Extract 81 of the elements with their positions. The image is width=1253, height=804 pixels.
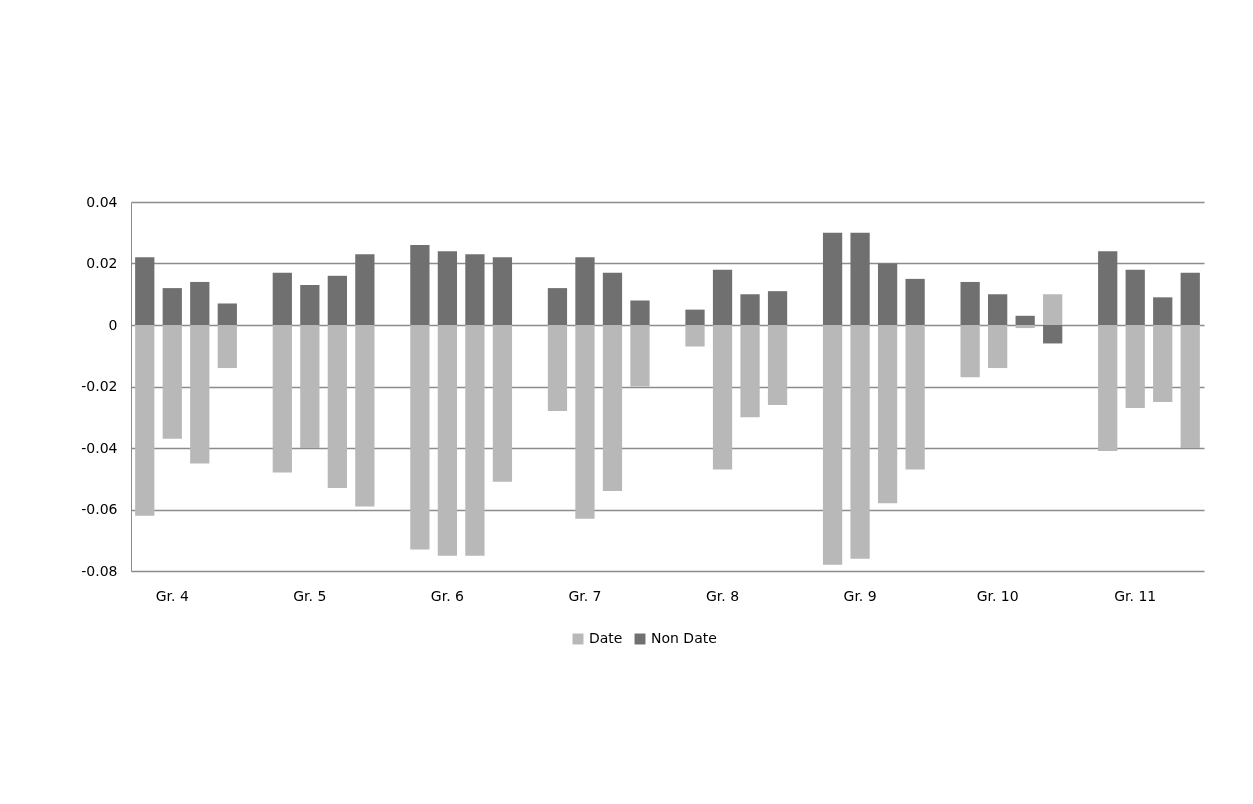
bar: [988, 325, 1008, 369]
bar: [630, 300, 650, 325]
y-tick-label: -0.08: [81, 562, 118, 579]
bar: [1153, 325, 1173, 402]
bar: [877, 263, 898, 325]
bar: [217, 303, 237, 325]
bar: [190, 325, 210, 464]
bar: [465, 325, 485, 556]
bar: [272, 325, 292, 473]
bar: [905, 325, 925, 470]
x-tick-label: Gr. 8: [705, 587, 740, 604]
bar: [1180, 272, 1200, 325]
bar: [905, 278, 925, 325]
legend-label: Date: [589, 630, 623, 646]
bar: [135, 325, 155, 516]
x-tick-label: Gr. 10: [976, 587, 1019, 604]
legend-label: Non Date: [651, 630, 717, 646]
bar: [712, 269, 733, 325]
bar: [1180, 325, 1200, 448]
bar: [1125, 325, 1145, 409]
bar: [1098, 251, 1118, 325]
bar: [602, 325, 623, 492]
bar: [355, 254, 375, 325]
bar: [575, 257, 595, 325]
bar: [822, 325, 843, 565]
x-tick-label: Gr. 11: [1114, 587, 1157, 604]
bar: [1043, 294, 1063, 325]
bar: [850, 325, 870, 559]
bar: [988, 294, 1008, 325]
bar: [602, 272, 623, 325]
bar: [547, 288, 568, 325]
bar: [327, 275, 347, 325]
bar: [1098, 325, 1118, 452]
bar: [685, 309, 705, 325]
bar: [547, 325, 568, 412]
bar: [767, 325, 788, 405]
y-tick-label: -0.06: [81, 501, 118, 517]
bar: [300, 285, 320, 325]
y-tick-label: -0.02: [81, 378, 118, 394]
bar: [1125, 269, 1145, 325]
bar: [685, 325, 705, 347]
bar: [767, 291, 788, 325]
y-tick-label: 0.02: [86, 255, 118, 271]
x-tick-label: Gr. 7: [568, 587, 602, 604]
bar: [740, 294, 760, 325]
bar: [300, 325, 320, 448]
bar: [960, 281, 980, 325]
bar: [1015, 325, 1035, 329]
bar: [162, 325, 182, 439]
bar: [327, 325, 347, 488]
bar: [877, 325, 898, 504]
bar: [960, 325, 980, 378]
bar: [492, 325, 513, 482]
bar: [822, 232, 843, 325]
bar: [1043, 325, 1063, 344]
y-tick-label: 0: [108, 316, 118, 333]
x-tick-label: Gr. 5: [293, 587, 327, 604]
bar: [1015, 315, 1035, 325]
bar: [410, 325, 430, 550]
x-tick-label: Gr. 9: [843, 587, 877, 604]
bar: [272, 272, 292, 325]
bar: [850, 232, 870, 325]
bar: [437, 251, 458, 325]
bar: [135, 257, 155, 325]
bar: [437, 325, 458, 556]
y-tick-label: -0.04: [81, 439, 118, 456]
bar: [410, 245, 430, 325]
bar: [355, 325, 375, 507]
bar: [465, 254, 485, 325]
bar: [162, 288, 182, 325]
bar: [1153, 297, 1173, 325]
y-tick-label: 0.04: [86, 193, 118, 210]
bar: [740, 325, 760, 418]
bar: [492, 257, 513, 325]
bar: [575, 325, 595, 519]
bar: [190, 281, 210, 325]
bar: [712, 325, 733, 470]
bar: [630, 325, 650, 387]
x-tick-label: Gr. 6: [430, 587, 465, 604]
bar: [217, 325, 237, 369]
x-tick-label: Gr. 4: [155, 587, 189, 604]
